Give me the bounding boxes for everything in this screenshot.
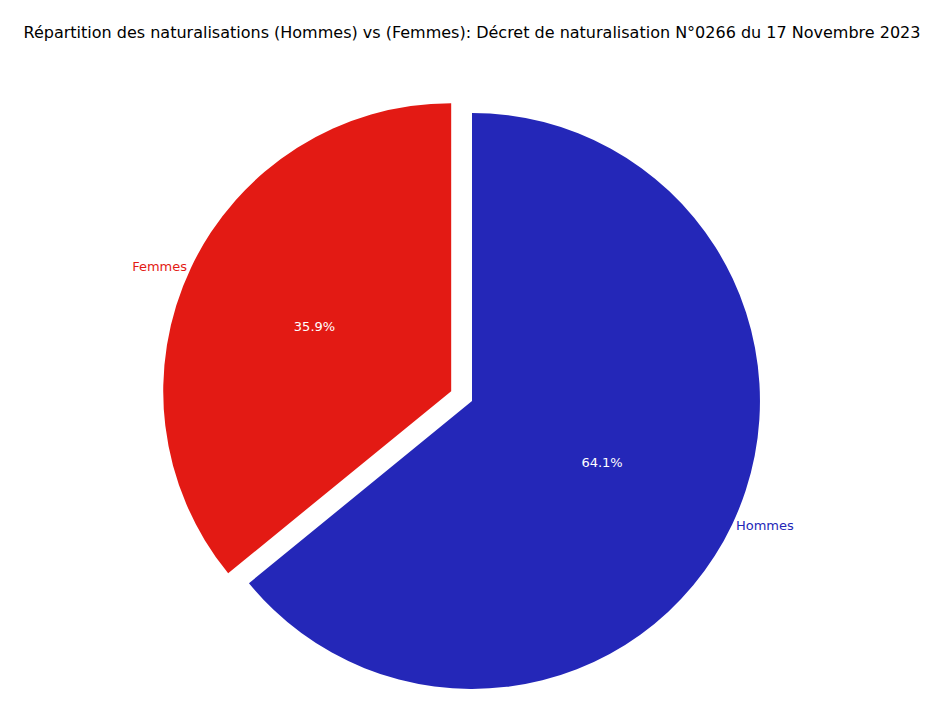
svg-text:Répartition des naturalisation: Répartition des naturalisations (Hommes)… xyxy=(24,23,921,42)
svg-text:35.9%: 35.9% xyxy=(294,319,335,334)
svg-text:Femmes: Femmes xyxy=(132,259,187,274)
svg-text:Hommes: Hommes xyxy=(736,518,794,533)
svg-text:64.1%: 64.1% xyxy=(581,455,622,470)
